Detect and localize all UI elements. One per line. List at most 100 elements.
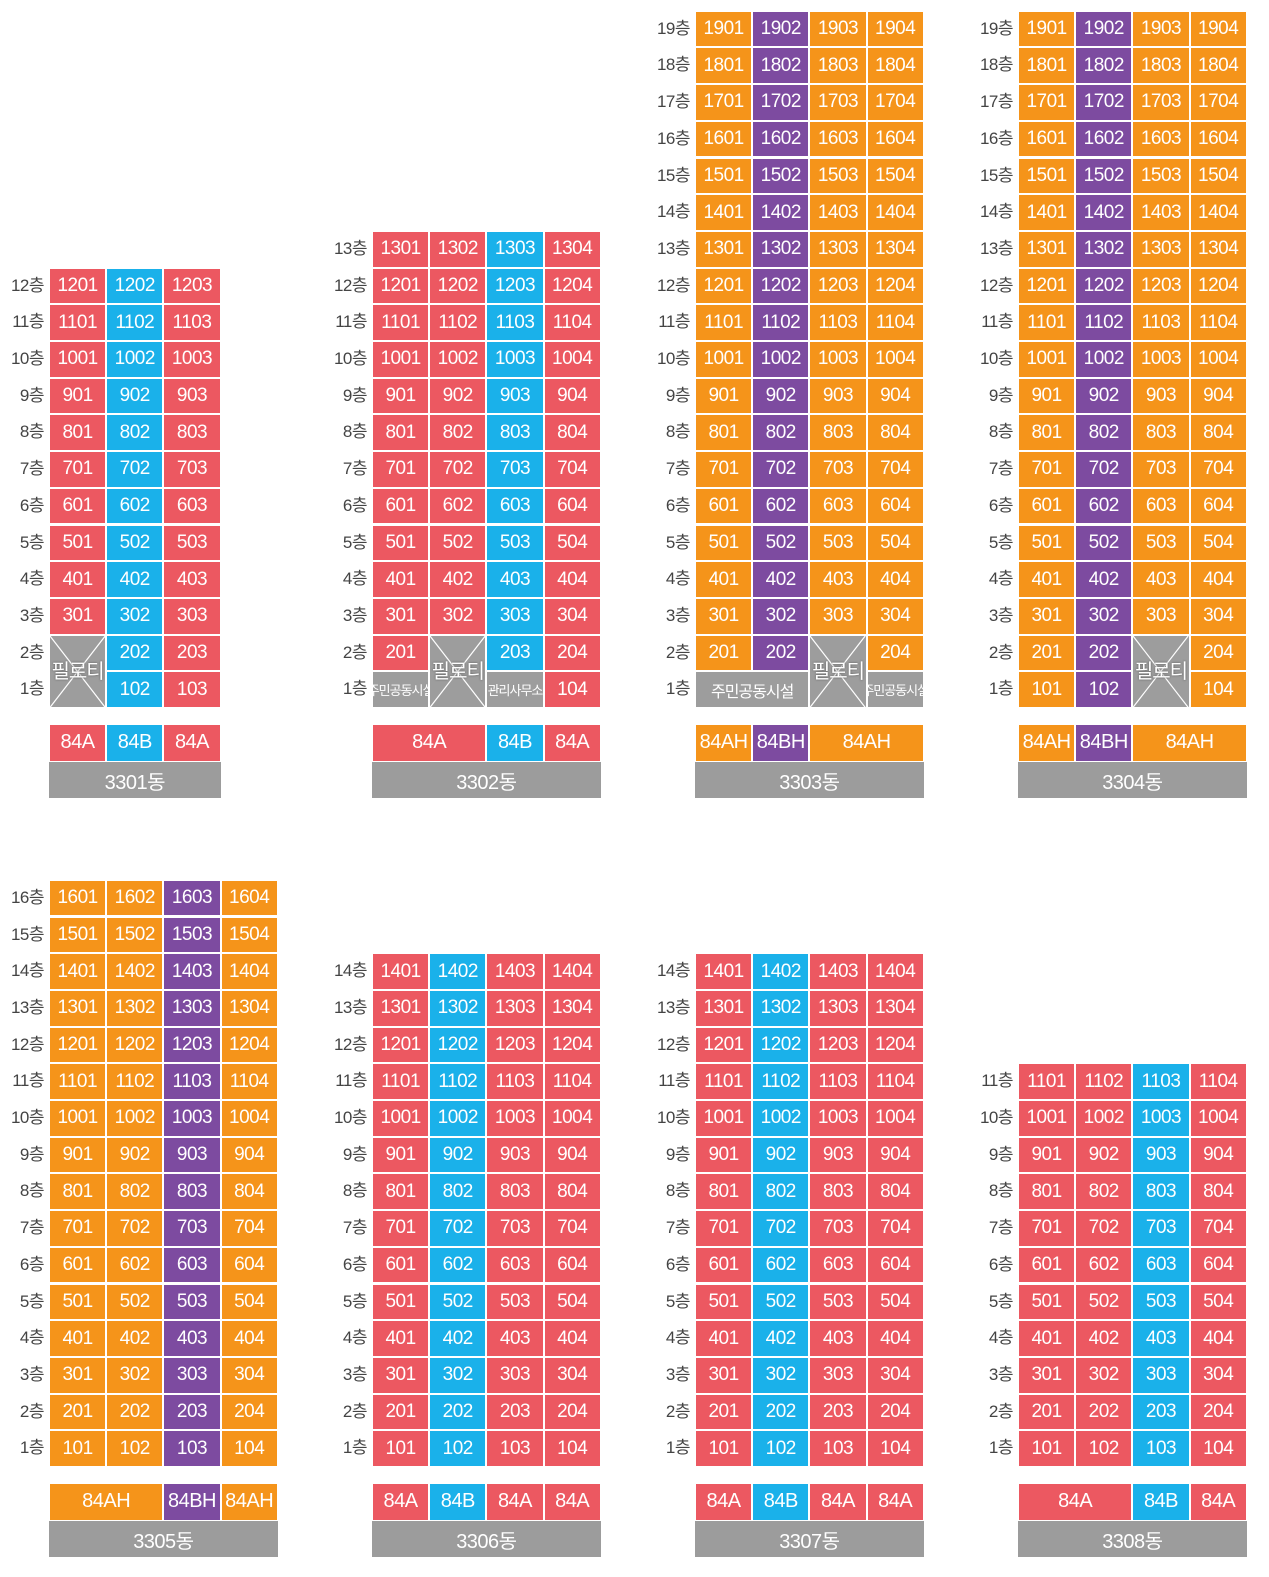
- unit-cell[interactable]: 1204: [1189, 267, 1247, 305]
- unit-cell[interactable]: 104: [220, 1430, 278, 1467]
- unit-cell[interactable]: 1101: [695, 304, 753, 341]
- unit-cell[interactable]: 404: [866, 1320, 924, 1357]
- unit-cell[interactable]: 1104: [543, 304, 601, 341]
- unit-cell[interactable]: 1104: [1189, 1063, 1247, 1100]
- unit-cell[interactable]: 204: [543, 1393, 601, 1431]
- unit-cell[interactable]: 203: [486, 634, 544, 672]
- unit-cell[interactable]: 702: [1075, 1210, 1133, 1247]
- unit-cell[interactable]: 504: [1189, 1283, 1247, 1321]
- unit-cell[interactable]: 603: [163, 1246, 221, 1284]
- unit-cell[interactable]: 1004: [220, 1100, 278, 1137]
- unit-cell[interactable]: 801: [1018, 414, 1076, 452]
- unit-cell[interactable]: 904: [866, 1136, 924, 1174]
- unit-cell[interactable]: 1602: [752, 120, 810, 158]
- unit-cell[interactable]: 203: [163, 634, 221, 672]
- unit-cell[interactable]: 802: [752, 1173, 810, 1211]
- unit-cell[interactable]: 803: [1132, 414, 1190, 452]
- unit-cell[interactable]: 902: [429, 1136, 487, 1174]
- unit-cell[interactable]: 603: [486, 487, 544, 525]
- unit-cell[interactable]: 604: [1189, 487, 1247, 525]
- unit-cell[interactable]: 704: [220, 1210, 278, 1247]
- unit-cell[interactable]: 503: [163, 524, 221, 562]
- unit-cell[interactable]: 402: [752, 1320, 810, 1357]
- unit-cell[interactable]: 404: [866, 561, 924, 598]
- unit-cell[interactable]: 1204: [866, 267, 924, 305]
- unit-cell[interactable]: 1101: [372, 304, 430, 341]
- unit-cell[interactable]: 902: [1075, 1136, 1133, 1174]
- unit-cell[interactable]: 1604: [220, 879, 278, 917]
- unit-cell[interactable]: 701: [695, 1210, 753, 1247]
- unit-cell[interactable]: 503: [809, 1283, 867, 1321]
- unit-cell[interactable]: 1001: [49, 1100, 107, 1137]
- unit-cell[interactable]: 303: [1132, 1356, 1190, 1394]
- unit-cell[interactable]: 1201: [695, 267, 753, 305]
- unit-cell[interactable]: 901: [49, 377, 107, 415]
- unit-cell[interactable]: 1101: [695, 1063, 753, 1100]
- unit-cell[interactable]: 702: [429, 1210, 487, 1247]
- unit-cell[interactable]: 1903: [809, 10, 867, 48]
- unit-cell[interactable]: 503: [163, 1283, 221, 1321]
- unit-cell[interactable]: 1402: [106, 953, 164, 990]
- unit-cell[interactable]: 201: [695, 634, 753, 672]
- unit-cell[interactable]: 903: [1132, 1136, 1190, 1174]
- unit-cell[interactable]: 502: [1075, 524, 1133, 562]
- unit-cell[interactable]: 203: [809, 1393, 867, 1431]
- unit-cell[interactable]: 704: [1189, 1210, 1247, 1247]
- unit-cell[interactable]: 1001: [49, 341, 107, 378]
- unit-cell[interactable]: 301: [372, 597, 430, 635]
- unit-cell[interactable]: 204: [866, 1393, 924, 1431]
- unit-cell[interactable]: 1204: [866, 1026, 924, 1064]
- unit-cell[interactable]: 504: [866, 1283, 924, 1321]
- unit-cell[interactable]: 1202: [106, 1026, 164, 1064]
- unit-cell[interactable]: 1203: [163, 1026, 221, 1064]
- unit-cell[interactable]: 1201: [49, 1026, 107, 1064]
- unit-cell[interactable]: 903: [486, 377, 544, 415]
- unit-cell[interactable]: 204: [1189, 1393, 1247, 1431]
- unit-cell[interactable]: 1203: [809, 267, 867, 305]
- unit-cell[interactable]: 802: [429, 414, 487, 452]
- unit-cell[interactable]: 104: [1189, 671, 1247, 708]
- unit-cell[interactable]: 1203: [1132, 267, 1190, 305]
- unit-cell[interactable]: 1201: [372, 267, 430, 305]
- unit-cell[interactable]: 701: [1018, 1210, 1076, 1247]
- unit-cell[interactable]: 601: [695, 1246, 753, 1284]
- unit-cell[interactable]: 1102: [1075, 304, 1133, 341]
- unit-cell[interactable]: 1401: [695, 953, 753, 990]
- unit-cell[interactable]: 903: [809, 1136, 867, 1174]
- unit-cell[interactable]: 804: [543, 414, 601, 452]
- unit-cell[interactable]: 701: [1018, 451, 1076, 488]
- unit-cell[interactable]: 1704: [1189, 84, 1247, 121]
- unit-cell[interactable]: 1301: [1018, 230, 1076, 268]
- unit-cell[interactable]: 103: [809, 1430, 867, 1467]
- unit-cell[interactable]: 601: [1018, 487, 1076, 525]
- unit-cell[interactable]: 603: [1132, 487, 1190, 525]
- unit-cell[interactable]: 1701: [1018, 84, 1076, 121]
- unit-cell[interactable]: 1601: [695, 120, 753, 158]
- unit-cell[interactable]: 1803: [809, 47, 867, 85]
- unit-cell[interactable]: 903: [1132, 377, 1190, 415]
- unit-cell[interactable]: 301: [372, 1356, 430, 1394]
- unit-cell[interactable]: 404: [543, 1320, 601, 1357]
- unit-cell[interactable]: 1102: [752, 1063, 810, 1100]
- unit-cell[interactable]: 103: [163, 671, 221, 708]
- unit-cell[interactable]: 1303: [163, 989, 221, 1027]
- unit-cell[interactable]: 1304: [220, 989, 278, 1027]
- unit-cell[interactable]: 1501: [695, 157, 753, 195]
- unit-cell[interactable]: 402: [106, 1320, 164, 1357]
- unit-cell[interactable]: 504: [866, 524, 924, 562]
- unit-cell[interactable]: 304: [866, 1356, 924, 1394]
- unit-cell[interactable]: 901: [49, 1136, 107, 1174]
- unit-cell[interactable]: 1404: [1189, 194, 1247, 231]
- unit-cell[interactable]: 1304: [543, 989, 601, 1027]
- unit-cell[interactable]: 901: [372, 1136, 430, 1174]
- unit-cell[interactable]: 1401: [372, 953, 430, 990]
- unit-cell[interactable]: 301: [695, 597, 753, 635]
- unit-cell[interactable]: 801: [695, 414, 753, 452]
- unit-cell[interactable]: 202: [752, 1393, 810, 1431]
- unit-cell[interactable]: 904: [543, 377, 601, 415]
- unit-cell[interactable]: 1604: [1189, 120, 1247, 158]
- unit-cell[interactable]: 1401: [49, 953, 107, 990]
- unit-cell[interactable]: 502: [106, 1283, 164, 1321]
- unit-cell[interactable]: 803: [809, 414, 867, 452]
- unit-cell[interactable]: 501: [695, 524, 753, 562]
